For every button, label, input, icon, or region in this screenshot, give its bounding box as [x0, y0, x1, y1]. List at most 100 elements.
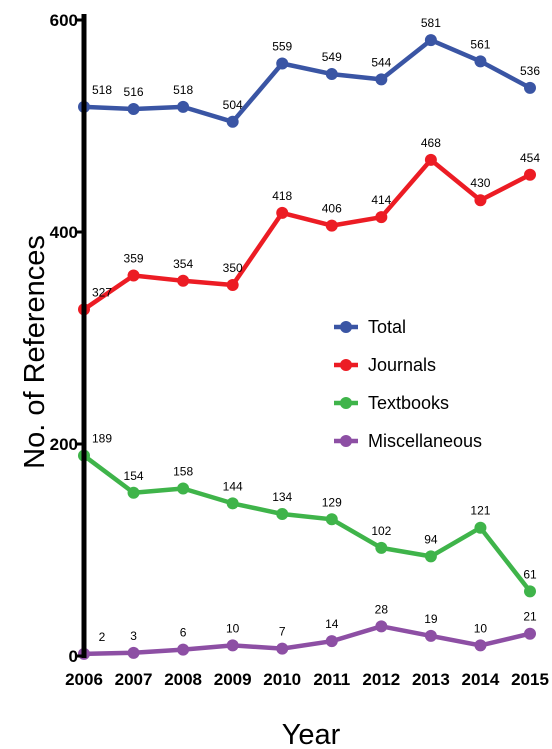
- x-tick-label: 2008: [164, 670, 202, 689]
- data-label-miscellaneous: 14: [325, 617, 339, 631]
- series-line-total: [83, 37, 532, 125]
- data-label-textbooks: 102: [371, 524, 391, 538]
- series-textbooks: [78, 449, 536, 598]
- x-tick-label: 2012: [362, 670, 400, 689]
- data-point-textbooks: [177, 482, 190, 495]
- data-label-total: 518: [173, 83, 193, 97]
- x-tick-label: 2010: [263, 670, 301, 689]
- series-total: [78, 34, 536, 128]
- data-point-journals: [177, 274, 190, 287]
- data-label-total: 544: [371, 55, 391, 69]
- data-point-textbooks: [127, 486, 140, 499]
- data-point-journals: [276, 206, 289, 219]
- data-point-total: [325, 68, 338, 81]
- data-label-journals: 359: [124, 251, 144, 265]
- legend-label-journals: Journals: [368, 355, 436, 375]
- data-label-journals: 430: [470, 176, 490, 190]
- data-point-textbooks: [226, 497, 239, 510]
- series-line-miscellaneous: [83, 624, 531, 657]
- legend-marker-total: [340, 321, 352, 333]
- x-tick-label: 2009: [214, 670, 252, 689]
- legend-marker-miscellaneous: [340, 435, 352, 447]
- data-label-journals: 468: [421, 136, 441, 150]
- data-point-miscellaneous: [276, 642, 289, 655]
- data-label-journals: 327: [92, 285, 112, 299]
- data-point-total: [276, 57, 289, 70]
- data-label-journals: 406: [322, 202, 342, 216]
- legend-marker-journals: [340, 359, 352, 371]
- data-point-journals: [375, 211, 388, 224]
- data-label-total: 516: [124, 85, 144, 99]
- data-label-journals: 414: [371, 193, 391, 207]
- data-point-textbooks: [474, 521, 487, 534]
- data-label-textbooks: 158: [173, 465, 193, 479]
- data-label-journals: 354: [173, 257, 193, 271]
- data-point-journals: [127, 269, 140, 282]
- legend: Total Journals Textbooks Miscellaneous: [334, 317, 482, 451]
- data-point-miscellaneous: [375, 620, 388, 633]
- data-point-journals: [226, 279, 239, 291]
- data-label-total: 561: [470, 37, 490, 51]
- data-label-total: 518: [92, 83, 112, 97]
- data-label-total: 549: [322, 50, 342, 64]
- legend-label-total: Total: [368, 317, 406, 337]
- data-label-textbooks: 61: [523, 567, 537, 581]
- legend-label-textbooks: Textbooks: [368, 393, 449, 413]
- data-label-miscellaneous: 10: [226, 621, 240, 635]
- y-tick-label: 400: [50, 223, 78, 242]
- y-tick-label: 200: [50, 435, 78, 454]
- data-point-textbooks: [424, 550, 437, 563]
- x-tick-label: 2007: [115, 670, 153, 689]
- data-label-miscellaneous: 10: [474, 621, 488, 635]
- data-label-journals: 350: [223, 261, 243, 275]
- data-point-miscellaneous: [177, 643, 190, 656]
- data-point-total: [375, 73, 388, 86]
- series-line-journals: [82, 157, 532, 312]
- data-point-miscellaneous: [325, 635, 338, 648]
- data-point-total: [226, 115, 239, 128]
- data-point-total: [177, 100, 190, 113]
- legend-label-miscellaneous: Miscellaneous: [368, 431, 482, 451]
- data-label-miscellaneous: 19: [424, 612, 438, 626]
- data-point-miscellaneous: [474, 639, 487, 652]
- data-point-total: [474, 55, 487, 68]
- data-point-miscellaneous: [226, 639, 239, 652]
- data-point-miscellaneous: [524, 627, 536, 640]
- y-axis-title: No. of References: [19, 235, 51, 469]
- data-label-total: 536: [520, 64, 540, 78]
- data-label-total: 504: [223, 98, 243, 112]
- data-label-total: 581: [421, 16, 441, 30]
- label-layer: 518 516 518 504 559 549 544 581 561 536 327 359 354 3…: [92, 16, 540, 644]
- x-tick-label: 2015: [511, 670, 549, 689]
- data-label-textbooks: 134: [272, 490, 292, 504]
- data-label-journals: 418: [272, 189, 292, 203]
- data-label-miscellaneous: 28: [375, 602, 389, 616]
- x-tick-label: 2011: [313, 670, 350, 689]
- data-label-textbooks: 189: [92, 432, 112, 446]
- data-label-miscellaneous: 21: [523, 610, 537, 624]
- data-label-miscellaneous: 7: [279, 625, 286, 639]
- series-journals: [78, 153, 536, 316]
- series-line-textbooks: [82, 453, 532, 593]
- data-label-textbooks: 94: [424, 532, 438, 546]
- data-label-textbooks: 144: [223, 479, 243, 493]
- y-tick-label: 600: [50, 11, 78, 30]
- data-point-journals: [424, 153, 437, 166]
- data-point-textbooks: [325, 513, 338, 526]
- data-label-journals: 454: [520, 151, 540, 165]
- axis-layer: 0 200 400 600 2006 2007 2008 2009 2010 2011 2012 20…: [50, 11, 549, 689]
- y-tick-label: 0: [69, 647, 78, 666]
- data-label-textbooks: 154: [124, 469, 144, 483]
- data-label-textbooks: 121: [470, 504, 490, 518]
- data-point-journals: [325, 219, 338, 232]
- data-point-total: [524, 81, 536, 94]
- series-layer: [78, 34, 536, 660]
- data-point-total: [424, 34, 437, 47]
- data-label-textbooks: 129: [322, 495, 342, 509]
- x-tick-label: 2006: [65, 670, 103, 689]
- data-label-miscellaneous: 2: [99, 630, 106, 644]
- data-label-total: 559: [272, 39, 292, 53]
- data-point-miscellaneous: [424, 629, 437, 642]
- series-miscellaneous: [78, 620, 536, 660]
